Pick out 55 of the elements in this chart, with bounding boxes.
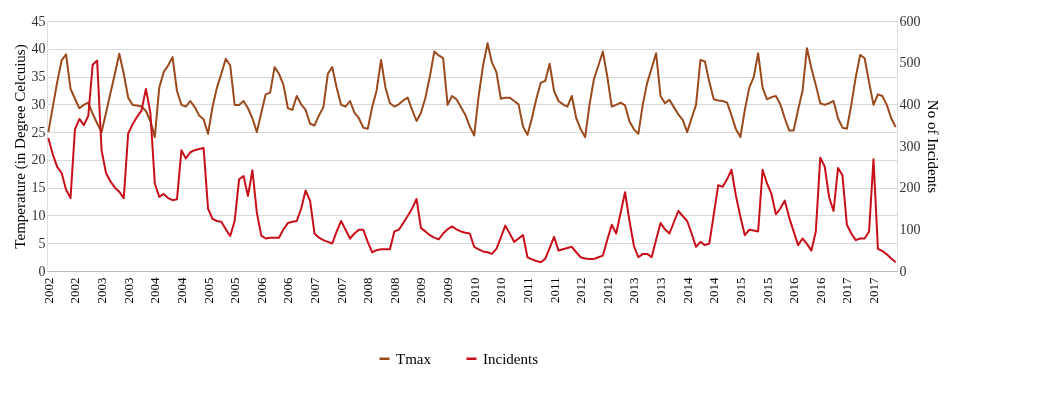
y-tick-label: 0 bbox=[38, 263, 46, 279]
x-tick-label: 2015 bbox=[759, 277, 775, 304]
x-tick-label: 2009 bbox=[413, 277, 429, 304]
y2-tick-label: 500 bbox=[899, 55, 921, 71]
x-tick-label: 2005 bbox=[227, 277, 243, 304]
x-tick-label: 2002 bbox=[67, 277, 83, 304]
x-tick-label: 2016 bbox=[786, 277, 802, 304]
y-tick-label: 10 bbox=[31, 207, 46, 223]
x-tick-label: 2017 bbox=[839, 277, 855, 304]
x-tick-label: 2017 bbox=[865, 277, 881, 304]
x-tick-label: 2015 bbox=[732, 277, 748, 304]
y2-tick-label: 0 bbox=[899, 263, 907, 279]
y-tick-label: 30 bbox=[31, 96, 46, 112]
y-tick-label: 25 bbox=[31, 124, 46, 140]
x-tick-label: 2011 bbox=[546, 277, 562, 304]
y-tick-label: 5 bbox=[38, 235, 46, 251]
x-tick-label: 2010 bbox=[493, 277, 509, 304]
legend-label: Tmax bbox=[396, 350, 432, 367]
y-tick-label: 35 bbox=[31, 69, 46, 85]
y2-tick-label: 300 bbox=[899, 138, 921, 154]
x-tick-label: 2006 bbox=[280, 277, 296, 304]
x-tick-label: 2013 bbox=[653, 277, 669, 304]
x-tick-label: 2014 bbox=[679, 277, 695, 304]
x-tick-label: 2007 bbox=[307, 277, 323, 304]
y-tick-label: 45 bbox=[31, 13, 46, 29]
x-tick-label: 2003 bbox=[94, 277, 110, 304]
x-tick-label: 2007 bbox=[333, 277, 349, 304]
x-tick-label: 2012 bbox=[573, 277, 589, 304]
x-tick-label: 2004 bbox=[173, 277, 189, 304]
x-tick-label: 2013 bbox=[626, 277, 642, 304]
x-tick-label: 2003 bbox=[120, 277, 136, 304]
y-tick-label: 40 bbox=[31, 41, 46, 57]
x-tick-label: 2009 bbox=[440, 277, 456, 304]
x-tick-label: 2014 bbox=[706, 277, 722, 304]
y-axis-title: Temperature (in Degree Celcuius) bbox=[11, 44, 29, 249]
y2-axis-title: No of Incidents bbox=[924, 99, 941, 194]
y-tick-label: 15 bbox=[31, 180, 46, 196]
x-tick-label: 2016 bbox=[812, 277, 828, 304]
x-tick-label: 2010 bbox=[466, 277, 482, 304]
x-tick-label: 2008 bbox=[360, 277, 376, 304]
y2-tick-label: 600 bbox=[899, 13, 921, 29]
y-tick-label: 20 bbox=[31, 152, 46, 168]
legend-label: Incidents bbox=[483, 350, 539, 367]
x-tick-label: 2011 bbox=[519, 277, 535, 304]
x-tick-label: 2006 bbox=[253, 277, 269, 304]
x-tick-label: 2002 bbox=[40, 277, 56, 304]
y2-tick-label: 200 bbox=[899, 180, 921, 196]
line-series bbox=[47, 59, 897, 264]
x-tick-label: 2004 bbox=[147, 277, 163, 304]
x-tick-label: 2005 bbox=[200, 277, 216, 304]
x-tick-label: 2008 bbox=[386, 277, 402, 304]
y2-tick-label: 400 bbox=[899, 96, 921, 112]
line-series bbox=[47, 42, 897, 139]
x-tick-label: 2012 bbox=[599, 277, 615, 304]
y2-tick-label: 100 bbox=[899, 221, 921, 237]
